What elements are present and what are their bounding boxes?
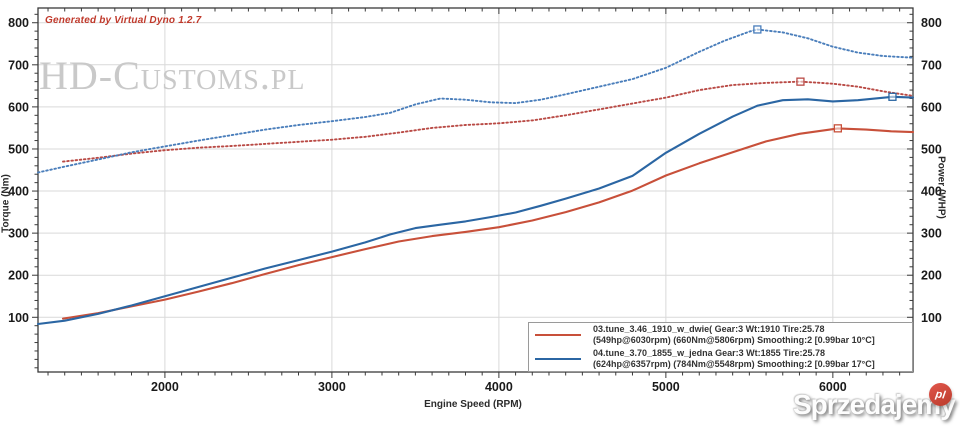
y-axis-tick-label-left: 200 [8, 269, 29, 283]
y-axis-title-power: Power (WHP) [935, 156, 947, 219]
y-axis-tick-label-right: 400 [921, 185, 942, 199]
generated-by-text: Generated by Virtual Dyno 1.2.7 [45, 15, 202, 26]
x-axis-tick-label: 2000 [151, 380, 179, 394]
x-axis-tick-label: 6000 [819, 380, 847, 394]
x-axis-tick-label: 4000 [485, 380, 513, 394]
y-axis-title-torque: Torque (Nm) [0, 174, 12, 233]
x-axis-title-rpm: Engine Speed (RPM) [424, 399, 522, 410]
peak-marker [753, 25, 762, 34]
sprzedajemy-logo: Sprzedajemy pl [793, 381, 958, 424]
y-axis-tick-label-left: 400 [8, 185, 29, 199]
legend-entry-tune-04: 04.tune_3.70_1855_w_jedna Gear:3 Wt:1855… [535, 348, 908, 370]
legend-text-tune-03-line1: 03.tune_3.46_1910_w_dwie( Gear:3 Wt:1910… [593, 324, 825, 334]
y-axis-tick-label-left: 500 [8, 142, 29, 156]
y-axis-tick-label-right: 100 [921, 311, 942, 325]
peak-marker [796, 77, 805, 86]
y-axis-tick-label-right: 700 [921, 58, 942, 72]
x-axis-tick-label: 5000 [652, 380, 680, 394]
series-curve-04-tune-torque-nm- [37, 28, 914, 174]
y-axis-tick-label-left: 700 [8, 58, 29, 72]
y-axis-tick-label-left: 800 [8, 16, 29, 30]
y-axis-tick-label-right: 500 [921, 142, 942, 156]
peak-marker [888, 92, 897, 101]
legend-line-sample-blue [535, 358, 581, 360]
y-axis-tick-label-right: 600 [921, 100, 942, 114]
legend-text-tune-03-line2: (549hp@6030rpm) (660Nm@5806rpm) Smoothin… [593, 335, 875, 345]
series-curve-04-tune-power-whp- [36, 95, 915, 326]
legend-text-tune-04-line2: (624hp@6357rpm) (784Nm@5548rpm) Smoothin… [593, 359, 875, 369]
y-axis-tick-label-right: 800 [921, 16, 942, 30]
legend-line-sample-red [535, 334, 581, 336]
x-axis-tick-label: 3000 [318, 380, 346, 394]
y-axis-tick-label-left: 600 [8, 100, 29, 114]
legend-text-tune-04-line1: 04.tune_3.70_1855_w_jedna Gear:3 Wt:1855… [593, 348, 825, 358]
y-axis-tick-label-left: 100 [8, 311, 29, 325]
y-axis-tick-label-right: 300 [921, 227, 942, 241]
legend-box: 03.tune_3.46_1910_w_dwie( Gear:3 Wt:1910… [528, 322, 913, 372]
plot-border [37, 7, 914, 373]
hd-customs-watermark: HD-Customs.pl [39, 53, 306, 98]
y-axis-tick-label-right: 200 [921, 269, 942, 283]
series-curve-03-tune-power-whp- [61, 127, 915, 320]
y-axis-tick-label-left: 300 [8, 227, 29, 241]
series-curve-03-tune-torque-nm- [62, 80, 914, 163]
peak-marker [833, 124, 843, 133]
legend-entry-tune-03: 03.tune_3.46_1910_w_dwie( Gear:3 Wt:1910… [535, 324, 908, 346]
